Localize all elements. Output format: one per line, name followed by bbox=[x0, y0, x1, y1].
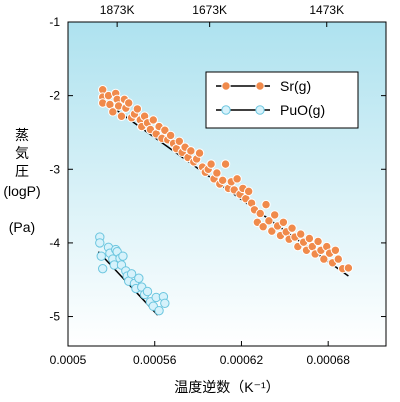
y-axis-title-line: 気 bbox=[15, 145, 29, 161]
data-points bbox=[95, 85, 354, 316]
legend-marker bbox=[255, 105, 265, 115]
x-tick-label: 0.0005 bbox=[50, 353, 87, 367]
data-point-series-1 bbox=[142, 286, 153, 297]
data-point-series-0 bbox=[333, 254, 343, 264]
data-point-series-1 bbox=[97, 263, 108, 274]
data-point-series-0 bbox=[264, 216, 274, 226]
data-point-series-0 bbox=[270, 210, 280, 220]
x-axis-title: 温度逆数（K⁻¹） bbox=[174, 379, 279, 395]
y-axis-title-line: (Pa) bbox=[9, 219, 35, 235]
y-tick-label: -3 bbox=[49, 162, 60, 176]
y-axis-title-line: 圧 bbox=[15, 163, 29, 179]
x-tick-label: 0.00062 bbox=[220, 353, 264, 367]
data-point-series-0 bbox=[232, 174, 242, 184]
legend-label: PuO(g) bbox=[280, 102, 325, 118]
data-point-series-0 bbox=[186, 146, 196, 156]
data-point-series-0 bbox=[319, 254, 329, 264]
y-tick-label: -4 bbox=[49, 236, 60, 250]
y-tick-label: -5 bbox=[49, 310, 60, 324]
data-point-series-0 bbox=[206, 159, 216, 169]
y-tick-label: -2 bbox=[49, 89, 60, 103]
top-tick-label: 1873K bbox=[100, 3, 135, 17]
data-point-series-1 bbox=[118, 251, 128, 261]
legend-marker bbox=[221, 81, 231, 91]
data-point-series-0 bbox=[330, 245, 341, 255]
data-point-series-0 bbox=[124, 98, 134, 108]
legend-marker bbox=[255, 81, 265, 91]
y-tick-label: -1 bbox=[49, 15, 60, 29]
data-point-series-1 bbox=[134, 273, 144, 283]
data-point-series-0 bbox=[267, 226, 277, 236]
top-tick-label: 1473K bbox=[309, 3, 344, 17]
legend-box bbox=[205, 71, 359, 129]
data-point-series-0 bbox=[116, 111, 127, 121]
data-point-series-0 bbox=[165, 130, 176, 141]
data-point-series-0 bbox=[287, 223, 297, 233]
data-point-series-1 bbox=[96, 251, 106, 261]
data-point-series-1 bbox=[126, 269, 137, 279]
x-tick-label: 0.00056 bbox=[133, 353, 177, 367]
data-point-series-0 bbox=[194, 148, 205, 158]
data-point-series-0 bbox=[278, 217, 289, 227]
axes: -1 -2 -3 -4 -5 0.0005 0.00056 0.00062 0.00068 187… bbox=[49, 3, 386, 367]
data-point-series-0 bbox=[108, 107, 118, 117]
data-point-series-0 bbox=[296, 229, 306, 239]
data-point-series-0 bbox=[343, 263, 354, 273]
top-tick-label: 1673K bbox=[192, 3, 227, 17]
y-axis-title-line: 蒸 bbox=[15, 127, 29, 143]
x-tick-label: 0.00068 bbox=[306, 353, 350, 367]
data-point-series-0 bbox=[255, 208, 265, 219]
axis-titles: 温度逆数（K⁻¹） 蒸気圧 (logP) (Pa) bbox=[3, 127, 279, 395]
data-point-series-0 bbox=[217, 175, 228, 186]
data-point-series-0 bbox=[148, 115, 158, 125]
data-point-series-0 bbox=[261, 199, 271, 210]
data-point-series-0 bbox=[313, 236, 323, 247]
data-point-series-0 bbox=[212, 168, 222, 178]
data-point-series-1 bbox=[160, 298, 170, 308]
data-point-series-0 bbox=[304, 233, 315, 244]
legend-marker bbox=[221, 105, 231, 115]
legend-label: Sr(g) bbox=[280, 78, 311, 94]
data-point-series-0 bbox=[220, 159, 231, 169]
data-point-series-0 bbox=[258, 222, 268, 232]
data-point-series-0 bbox=[243, 186, 254, 197]
data-point-series-1 bbox=[154, 305, 164, 316]
data-point-series-1 bbox=[95, 238, 105, 248]
legend: Sr(g) PuO(g) bbox=[205, 71, 359, 129]
data-point-series-0 bbox=[174, 136, 185, 146]
data-point-series-0 bbox=[160, 125, 170, 135]
y-axis-title-line: (logP) bbox=[3, 183, 40, 199]
data-point-series-0 bbox=[132, 104, 143, 114]
